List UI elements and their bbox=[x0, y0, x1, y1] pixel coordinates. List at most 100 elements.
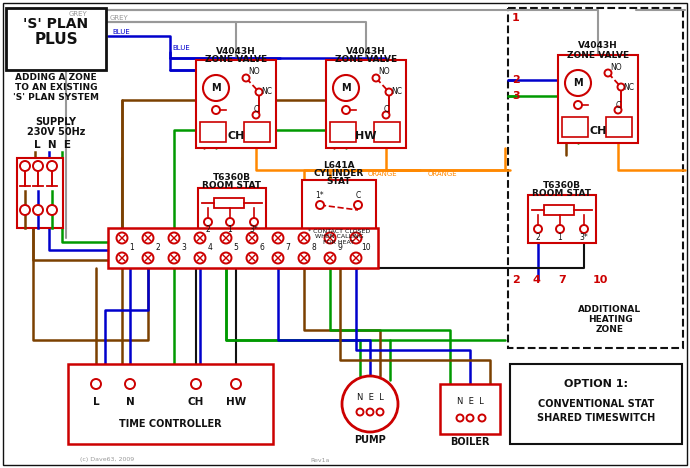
Text: L  N  E: L N E bbox=[34, 140, 70, 150]
Circle shape bbox=[33, 205, 43, 215]
Circle shape bbox=[386, 88, 393, 95]
Text: 7: 7 bbox=[286, 243, 290, 253]
Circle shape bbox=[246, 253, 257, 263]
Circle shape bbox=[117, 233, 128, 243]
Text: 230V 50Hz: 230V 50Hz bbox=[27, 127, 85, 137]
Text: 4: 4 bbox=[532, 275, 540, 285]
Text: 2: 2 bbox=[535, 233, 540, 241]
Text: C: C bbox=[355, 191, 361, 200]
Circle shape bbox=[615, 107, 622, 114]
Circle shape bbox=[255, 88, 262, 95]
Text: PLUS: PLUS bbox=[34, 32, 78, 47]
Bar bbox=[508, 8, 683, 348]
Text: ZONE: ZONE bbox=[596, 326, 624, 335]
Circle shape bbox=[20, 205, 30, 215]
Text: NO: NO bbox=[610, 63, 622, 72]
Circle shape bbox=[333, 75, 359, 101]
Text: 1: 1 bbox=[228, 226, 233, 234]
Circle shape bbox=[221, 253, 232, 263]
Circle shape bbox=[221, 233, 232, 243]
Circle shape bbox=[203, 75, 229, 101]
Circle shape bbox=[117, 253, 128, 263]
Text: N  E  L: N E L bbox=[357, 394, 384, 402]
Circle shape bbox=[20, 161, 30, 171]
Text: C: C bbox=[253, 105, 259, 115]
Circle shape bbox=[231, 379, 241, 389]
Text: 10: 10 bbox=[592, 275, 608, 285]
Text: 3*: 3* bbox=[580, 233, 589, 241]
Bar bbox=[108, 228, 378, 268]
Text: TIME CONTROLLER: TIME CONTROLLER bbox=[119, 419, 221, 429]
Bar bbox=[302, 180, 376, 260]
Circle shape bbox=[373, 74, 380, 81]
Text: ORANGE: ORANGE bbox=[368, 171, 397, 177]
Text: 3: 3 bbox=[181, 243, 186, 253]
Circle shape bbox=[47, 161, 57, 171]
Text: SHARED TIMESWITCH: SHARED TIMESWITCH bbox=[537, 413, 655, 423]
Circle shape bbox=[195, 253, 206, 263]
Circle shape bbox=[204, 218, 212, 226]
Text: C: C bbox=[615, 101, 620, 110]
Circle shape bbox=[351, 233, 362, 243]
Text: 1*: 1* bbox=[316, 191, 324, 200]
Text: ADDITIONAL: ADDITIONAL bbox=[578, 306, 642, 314]
Text: 'S' PLAN SYSTEM: 'S' PLAN SYSTEM bbox=[13, 94, 99, 102]
Bar bbox=[544, 205, 574, 215]
Text: ZONE VALVE: ZONE VALVE bbox=[335, 56, 397, 65]
Text: 2: 2 bbox=[156, 243, 160, 253]
Text: ROOM STAT: ROOM STAT bbox=[202, 182, 262, 190]
Circle shape bbox=[125, 379, 135, 389]
Circle shape bbox=[354, 201, 362, 209]
Circle shape bbox=[299, 253, 310, 263]
Text: BOILER: BOILER bbox=[451, 437, 490, 447]
Text: T6360B: T6360B bbox=[213, 174, 251, 183]
Text: SUPPLY: SUPPLY bbox=[35, 117, 77, 127]
Text: HEATING: HEATING bbox=[588, 315, 632, 324]
Bar bbox=[196, 60, 276, 148]
Text: 1: 1 bbox=[130, 243, 135, 253]
Text: Rev1a: Rev1a bbox=[310, 458, 329, 462]
Circle shape bbox=[478, 415, 486, 422]
Circle shape bbox=[324, 253, 335, 263]
Text: PUMP: PUMP bbox=[354, 435, 386, 445]
Text: CONVENTIONAL STAT: CONVENTIONAL STAT bbox=[538, 399, 654, 409]
Text: HW: HW bbox=[226, 397, 246, 407]
Circle shape bbox=[168, 233, 179, 243]
Text: L641A: L641A bbox=[323, 161, 355, 170]
Text: BLUE: BLUE bbox=[172, 45, 190, 51]
Circle shape bbox=[168, 253, 179, 263]
Text: 5: 5 bbox=[233, 243, 239, 253]
Bar bbox=[510, 364, 682, 444]
Text: GREY: GREY bbox=[110, 15, 129, 21]
Text: L: L bbox=[92, 397, 99, 407]
Text: NC: NC bbox=[391, 88, 402, 96]
Circle shape bbox=[324, 233, 335, 243]
Bar bbox=[326, 60, 406, 148]
Circle shape bbox=[212, 106, 220, 114]
Text: BLUE: BLUE bbox=[112, 29, 130, 35]
Text: NO: NO bbox=[248, 67, 259, 76]
Circle shape bbox=[316, 201, 324, 209]
Circle shape bbox=[556, 225, 564, 233]
Circle shape bbox=[191, 379, 201, 389]
Text: 'S' PLAN: 'S' PLAN bbox=[23, 17, 88, 31]
Text: ORANGE: ORANGE bbox=[428, 171, 457, 177]
Text: V4043H: V4043H bbox=[346, 46, 386, 56]
Circle shape bbox=[574, 101, 582, 109]
Circle shape bbox=[604, 70, 611, 76]
Text: NC: NC bbox=[623, 82, 634, 92]
Text: 7: 7 bbox=[558, 275, 566, 285]
Bar bbox=[214, 198, 244, 208]
Text: 1: 1 bbox=[512, 13, 520, 23]
Text: M: M bbox=[341, 83, 351, 93]
Circle shape bbox=[299, 233, 310, 243]
Circle shape bbox=[273, 233, 284, 243]
Bar bbox=[606, 117, 632, 137]
Text: 6: 6 bbox=[259, 243, 264, 253]
Circle shape bbox=[246, 233, 257, 243]
Text: 2: 2 bbox=[512, 275, 520, 285]
Circle shape bbox=[273, 253, 284, 263]
Bar bbox=[330, 122, 356, 142]
Circle shape bbox=[342, 106, 350, 114]
Text: 3*: 3* bbox=[250, 226, 258, 234]
